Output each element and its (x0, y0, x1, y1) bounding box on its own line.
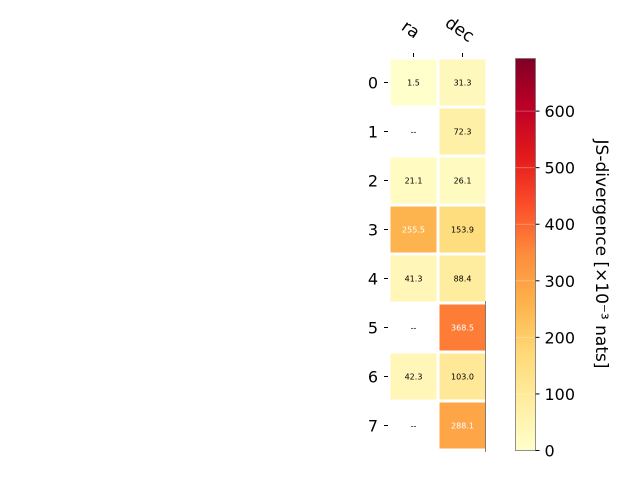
heatmap-cell (390, 157, 437, 204)
colorbar-gradient (515, 58, 536, 451)
cell-value-label: -- (411, 422, 417, 431)
y-tick-label: 3 (368, 221, 378, 240)
x-tick-label: dec (441, 13, 478, 47)
cell-value-label: 31.3 (454, 79, 472, 88)
colorbar-tick-label: 200 (545, 328, 576, 347)
heatmap-cells: 1.5 31.3 -- 72.3 21.1 26.1 255.5 153.9 41.3 88.4 -… (390, 59, 486, 449)
cell-value-label: 21.1 (405, 177, 423, 186)
cell-value-label: 153.9 (451, 226, 474, 235)
heatmap-cell (390, 255, 437, 302)
heatmap-cell (390, 59, 437, 106)
colorbar-tick-label: 100 (545, 385, 576, 404)
colorbar-tick-label: 500 (545, 159, 576, 178)
cell-value-label: 42.3 (405, 373, 423, 382)
cell-value-label: -- (411, 324, 417, 333)
y-tick-label: 4 (368, 270, 378, 289)
cell-value-label: -- (411, 128, 417, 137)
y-tick-label: 6 (368, 368, 378, 387)
colorbar: 0 100 200 300 400 500 600 (515, 58, 576, 461)
heatmap-cell (439, 206, 486, 253)
cell-value-label: 72.3 (454, 128, 472, 137)
y-tick-label: 2 (368, 172, 378, 191)
heatmap-cell (439, 59, 486, 106)
colorbar-tick-label: 600 (545, 102, 576, 121)
colorbar-tick-label: 300 (545, 272, 576, 291)
heatmap-cell (439, 255, 486, 302)
heatmap-cell (439, 157, 486, 204)
heatmap-cell (390, 353, 437, 400)
cell-value-label: 1.5 (407, 79, 420, 88)
y-tick-label: 0 (368, 74, 378, 93)
y-tick-label: 5 (368, 319, 378, 338)
cell-value-label: 368.5 (451, 324, 474, 333)
heatmap-cell (439, 353, 486, 400)
cell-value-label: 26.1 (454, 177, 472, 186)
cell-value-label: 41.3 (405, 275, 423, 284)
heatmap-cell (439, 402, 486, 449)
y-tick-label: 1 (368, 123, 378, 142)
cell-value-label: 255.5 (402, 226, 425, 235)
y-tick-label: 7 (368, 417, 378, 436)
colorbar-tick-label: 0 (545, 442, 555, 461)
cell-value-label: 103.0 (451, 373, 474, 382)
heatmap-cell (390, 206, 437, 253)
heatmap-cell (439, 304, 486, 351)
colorbar-label: JS-divergence [×10⁻³ nats] (591, 139, 611, 369)
cell-value-label: 288.1 (451, 422, 474, 431)
colorbar-tick-label: 400 (545, 215, 576, 234)
heatmap-cell (439, 108, 486, 155)
x-tick-label: ra (397, 17, 423, 43)
cell-value-label: 88.4 (454, 275, 472, 284)
